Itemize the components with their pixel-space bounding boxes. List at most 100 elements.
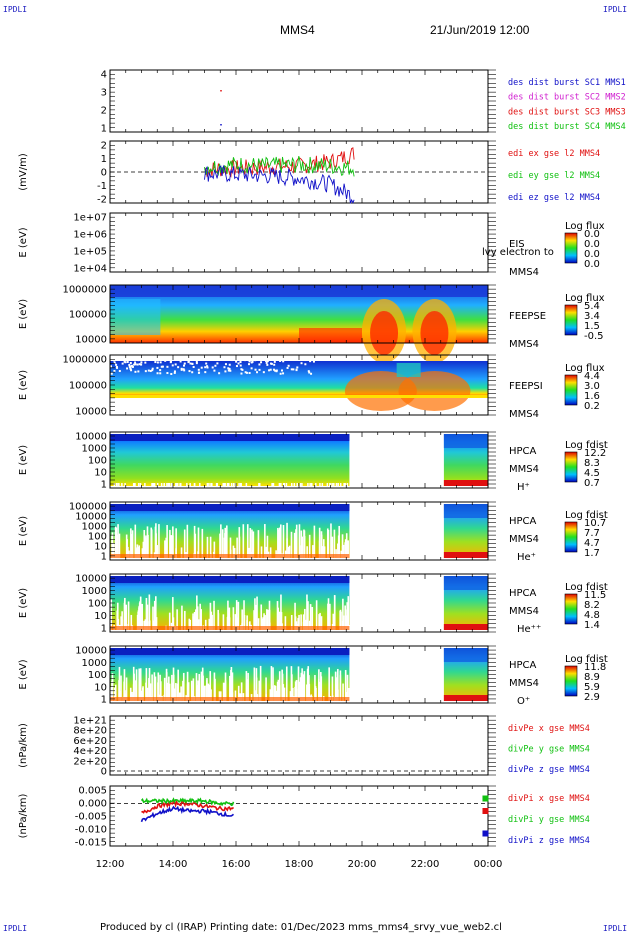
feepse-dome-1-core: [370, 311, 399, 355]
legend-entry: edi ez gse l2 MMS4: [508, 193, 600, 203]
hpca-gap: [313, 525, 316, 558]
y-tick-label: 1000: [82, 658, 107, 669]
hpca-gap: [346, 674, 349, 701]
hpca-gap: [271, 483, 273, 486]
hpca-gap: [329, 483, 331, 486]
feepsi-speckle: [239, 364, 242, 367]
hpca-gap: [219, 533, 221, 558]
hpca-gap: [227, 600, 229, 630]
instrument-label: He⁺: [517, 552, 536, 563]
instrument-label: MMS4: [509, 409, 539, 420]
hpca-gap: [237, 601, 240, 630]
hpca-late-red: [443, 624, 488, 630]
feepsi-speckle: [231, 359, 234, 362]
hpca-gap: [208, 483, 210, 486]
hpca-gap: [182, 688, 185, 701]
hpca-gap: [219, 691, 222, 701]
feepsi-speckle: [254, 359, 257, 362]
hpca-gap: [294, 602, 296, 630]
hpca-gap: [194, 533, 197, 558]
feepsi-speckle: [118, 370, 121, 373]
feepsi-speckle: [116, 366, 119, 369]
hpca-gap: [257, 530, 260, 558]
feepsi-speckle: [275, 370, 278, 373]
hpca-gap: [151, 483, 153, 486]
hpca-gap: [165, 687, 168, 701]
legend-entry: divPi z gse MMS4: [508, 836, 590, 846]
colorbar-tick: 1.4: [584, 620, 600, 631]
hpca-gap: [257, 618, 260, 630]
feepsi-speckle: [248, 360, 251, 363]
hpca-late-red: [443, 552, 488, 558]
panel-p5: 1000000 100000 10000 E (eV) FEEPSI MMS4 Log fl…: [18, 354, 605, 420]
hpca-gap: [139, 483, 142, 486]
feepsi-speckle: [292, 368, 295, 371]
y-tick-label: -1: [97, 181, 107, 192]
hpca-gap: [164, 540, 166, 558]
hpca-gap: [300, 614, 302, 630]
hpca-gap: [233, 548, 236, 558]
hpca-gap: [344, 605, 346, 630]
hpca-gap: [343, 483, 345, 486]
feepsi-speckle: [173, 370, 176, 373]
y-axis-label: E (eV): [18, 299, 29, 329]
hpca-gap: [282, 483, 285, 486]
feepsi-speckle: [295, 369, 298, 372]
feepsi-speckle: [272, 368, 275, 371]
hpca-gap: [274, 685, 277, 701]
hpca-gap: [277, 679, 280, 701]
hpca-gap: [271, 685, 274, 701]
y-tick-label: 1: [101, 624, 107, 635]
colorbar: [564, 232, 578, 264]
feepsi-speckle: [164, 359, 167, 362]
hpca-gap: [280, 594, 282, 630]
hpca-gap: [165, 668, 168, 701]
feepsi-speckle: [138, 363, 141, 366]
hpca-top-band: [110, 434, 350, 441]
feepsi-speckle: [154, 361, 157, 364]
hpca-gap: [345, 615, 348, 630]
divpi-late-point: [482, 795, 489, 802]
hpca-gap: [196, 606, 199, 630]
hpca-gap: [240, 483, 242, 486]
overlay-label: lvy electron to: [482, 247, 554, 258]
y-axis-label: E (eV): [18, 588, 29, 618]
feepsi-speckle: [282, 360, 285, 363]
spacecraft-title: MMS4: [280, 23, 315, 37]
hpca-gap: [138, 668, 141, 701]
hpca-gap: [231, 692, 234, 701]
hpca-gap: [137, 546, 140, 558]
hpca-gap: [215, 483, 218, 486]
colorbar-tick: 8.3: [584, 458, 600, 469]
feepsi-speckle: [206, 365, 209, 368]
hpca-gap: [214, 678, 216, 701]
hpca-gap: [277, 527, 279, 558]
feepsi-speckle: [237, 362, 240, 365]
feepsi-speckle: [282, 372, 285, 375]
hpca-gap: [181, 605, 183, 630]
hpca-gap: [246, 615, 248, 630]
instrument-label: O⁺: [517, 696, 530, 707]
feepse-dome-2-core: [420, 311, 449, 355]
y-tick-label: 1e+06: [73, 230, 107, 241]
y-tick-label: 10000: [75, 335, 107, 346]
hpca-gap: [156, 545, 158, 558]
hpca-low-band: [110, 626, 350, 630]
hpca-gap: [169, 529, 171, 558]
panel-frame: [109, 212, 489, 273]
hpca-gap: [331, 676, 334, 701]
y-tick-label: 10000: [75, 646, 107, 657]
feepsi-speckle: [310, 372, 313, 375]
divpi-series-line: [140, 797, 235, 807]
hpca-gap: [110, 687, 112, 701]
y-axis-label: E (eV): [18, 370, 29, 400]
hpca-gap: [337, 483, 339, 486]
feepsi-speckle: [241, 368, 244, 371]
colorbar: [564, 521, 578, 553]
hpca-gap: [327, 598, 330, 630]
hpca-gap: [120, 675, 122, 701]
hpca-gap: [224, 680, 227, 701]
hpca-gap: [320, 531, 323, 558]
feepsi-speckle: [123, 360, 126, 363]
hpca-gap: [125, 534, 128, 558]
